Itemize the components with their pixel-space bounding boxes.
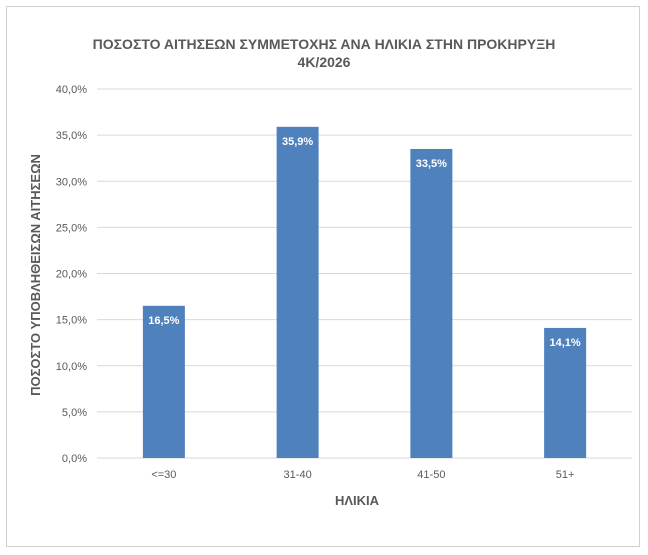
- y-tick-label: 20,0%: [56, 269, 87, 281]
- y-tick-label: 40,0%: [56, 84, 87, 96]
- data-label: 14,1%: [550, 337, 581, 349]
- y-tick-label: 15,0%: [56, 315, 87, 327]
- bar: [276, 126, 319, 458]
- bar: [142, 305, 185, 458]
- x-tick-label: <=30: [151, 469, 176, 481]
- y-tick-label: 0,0%: [62, 453, 87, 465]
- y-tick-label: 35,0%: [56, 130, 87, 142]
- y-axis-label: ΠΟΣΟΣΤΟ ΥΠΟΒΛΗΘΕΙΣΩΝ ΑΙΤΗΣΕΩΝ: [28, 154, 43, 396]
- bar: [544, 327, 587, 458]
- y-tick-label: 30,0%: [56, 176, 87, 188]
- y-tick-label: 25,0%: [56, 222, 87, 234]
- chart-title-line2: 4Κ/2026: [297, 54, 351, 70]
- chart-frame: [6, 6, 640, 547]
- data-label: 16,5%: [148, 315, 179, 327]
- x-tick-label: 31-40: [284, 469, 312, 481]
- data-label: 35,9%: [282, 136, 313, 148]
- chart-title: ΠΟΣΟΣΤΟ ΑΙΤΗΣΕΩΝ ΣΥΜΜΕΤΟΧΗΣ ΑΝΑ ΗΛΙΚΙΑ Σ…: [92, 36, 556, 52]
- data-label: 33,5%: [416, 158, 447, 170]
- bar: [410, 148, 453, 458]
- x-tick-label: 51+: [556, 469, 575, 481]
- y-tick-label: 10,0%: [56, 361, 87, 373]
- x-tick-label: 41-50: [417, 469, 445, 481]
- x-axis-label: ΗΛΙΚΙΑ: [335, 493, 380, 508]
- y-tick-label: 5,0%: [62, 407, 87, 419]
